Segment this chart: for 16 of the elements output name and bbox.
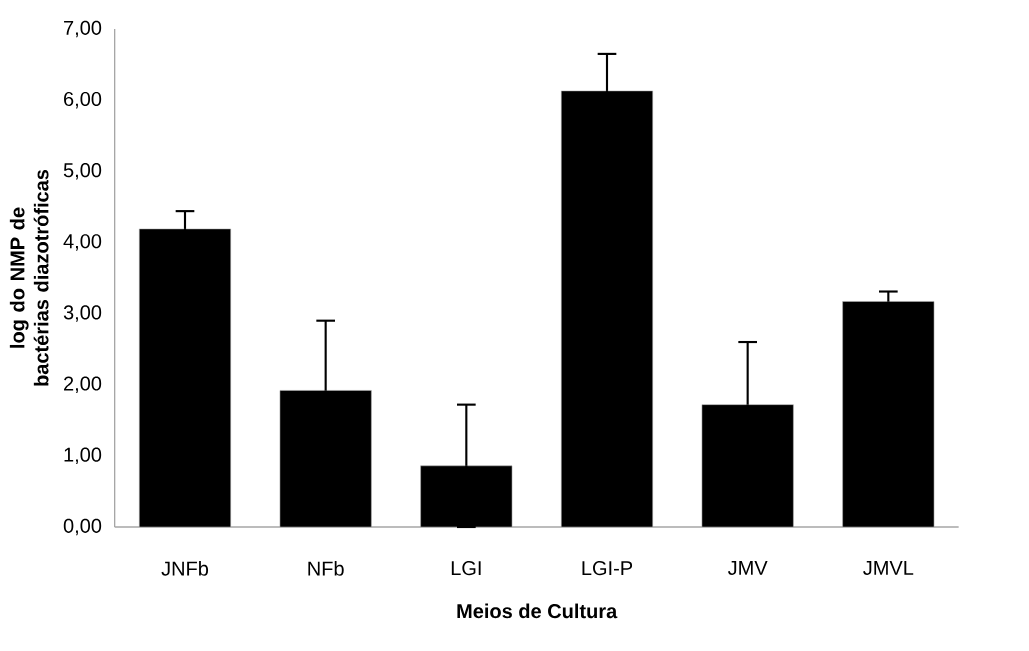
x-tick-label: NFb bbox=[308, 561, 344, 576]
y-tick-label: 2,00 bbox=[64, 376, 102, 393]
x-tick-label: JMV bbox=[727, 561, 768, 575]
x-tick-label: JNFb bbox=[161, 561, 209, 576]
y-tick-label: 0,00 bbox=[63, 518, 102, 536]
y-tick-label: 3,00 bbox=[63, 305, 102, 322]
y-axis-title: log do NMP de bactérias diazotróficas bbox=[9, 169, 49, 386]
x-axis-title: Meios de Cultura bbox=[457, 603, 618, 619]
y-tick-label: 5,00 bbox=[63, 163, 102, 180]
y-tick-label: 7,00 bbox=[64, 20, 102, 38]
x-tick-label: JMVL bbox=[863, 561, 914, 575]
y-tick-label: 4,00 bbox=[63, 234, 102, 251]
x-tick-label: LGI bbox=[451, 561, 481, 576]
x-tick-label: LGI-P bbox=[582, 561, 633, 576]
y-tick-label: 6,00 bbox=[64, 91, 102, 109]
y-tick-label: 1,00 bbox=[64, 447, 102, 465]
